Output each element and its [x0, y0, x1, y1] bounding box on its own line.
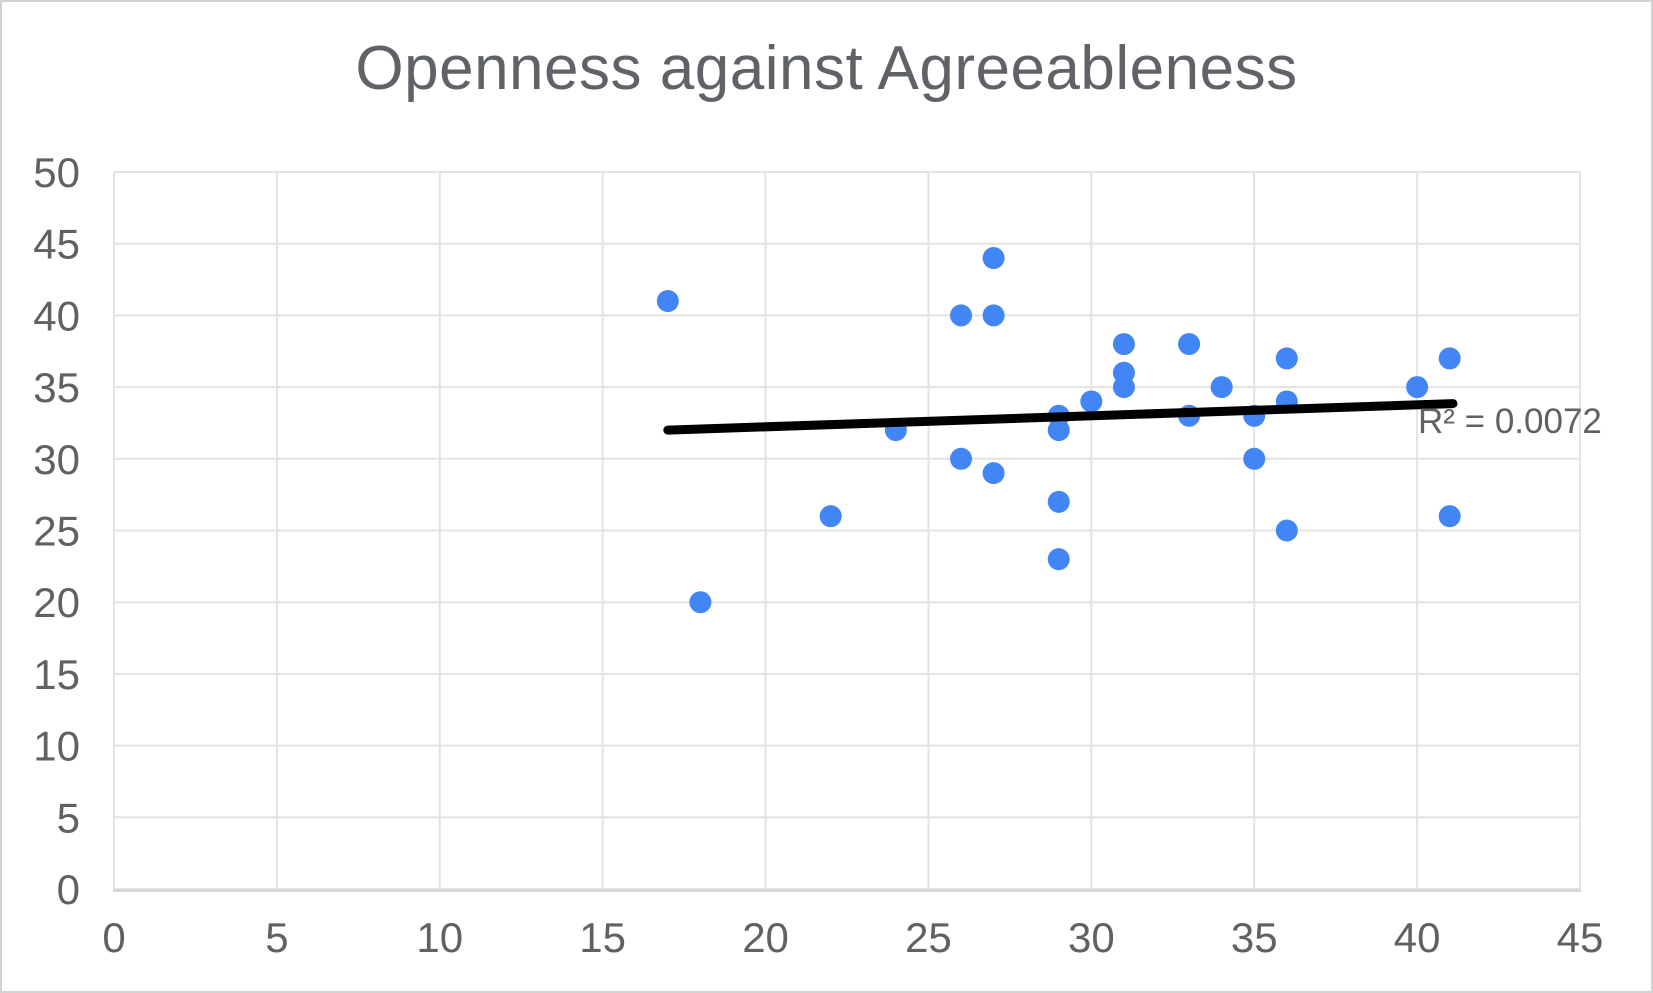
data-point[interactable]	[1112, 376, 1135, 399]
data-point[interactable]	[1178, 333, 1201, 356]
y-tick-label: 0	[57, 866, 80, 913]
data-point[interactable]	[1047, 419, 1070, 442]
x-tick-label: 0	[102, 914, 125, 961]
data-point[interactable]	[1438, 505, 1461, 528]
data-point[interactable]	[1275, 347, 1298, 370]
data-point[interactable]	[982, 462, 1005, 485]
y-tick-label: 45	[33, 221, 80, 268]
y-tick-label: 15	[33, 651, 80, 698]
data-point[interactable]	[1406, 376, 1429, 399]
r-squared-label: R² = 0.0072	[1418, 402, 1602, 441]
y-tick-label: 50	[33, 149, 80, 196]
x-tick-label: 5	[265, 914, 288, 961]
y-tick-label: 30	[33, 436, 80, 483]
x-tick-label: 15	[579, 914, 626, 961]
data-point[interactable]	[982, 247, 1005, 270]
x-tick-label: 45	[1557, 914, 1604, 961]
x-tick-label: 10	[416, 914, 463, 961]
data-point[interactable]	[950, 304, 973, 327]
data-point[interactable]	[982, 304, 1005, 327]
y-tick-label: 5	[57, 794, 80, 841]
data-point[interactable]	[656, 290, 679, 313]
x-tick-label: 25	[905, 914, 952, 961]
data-point[interactable]	[1080, 390, 1103, 413]
data-point[interactable]	[1275, 519, 1298, 542]
data-point[interactable]	[689, 591, 712, 614]
y-tick-label: 25	[33, 508, 80, 555]
data-point[interactable]	[819, 505, 842, 528]
data-point[interactable]	[1438, 347, 1461, 370]
data-point[interactable]	[1210, 376, 1233, 399]
x-tick-label: 35	[1231, 914, 1278, 961]
data-point[interactable]	[1047, 490, 1070, 513]
x-tick-label: 30	[1068, 914, 1115, 961]
y-tick-label: 35	[33, 364, 80, 411]
x-tick-label: 20	[742, 914, 789, 961]
y-tick-label: 40	[33, 292, 80, 339]
chart-title: Openness against Agreeableness	[355, 34, 1298, 103]
trendline[interactable]	[663, 399, 1458, 435]
data-point[interactable]	[1112, 333, 1135, 356]
data-point[interactable]	[950, 447, 973, 470]
data-point[interactable]	[1243, 447, 1266, 470]
data-point[interactable]	[1047, 548, 1070, 571]
y-tick-label: 20	[33, 579, 80, 626]
x-tick-label: 40	[1394, 914, 1441, 961]
y-tick-label: 10	[33, 723, 80, 770]
